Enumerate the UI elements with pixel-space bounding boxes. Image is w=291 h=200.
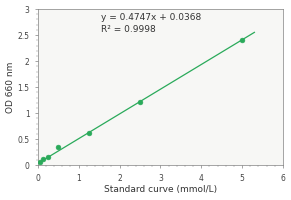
Y-axis label: OD 660 nm: OD 660 nm [6, 62, 15, 113]
Text: y = 0.4747x + 0.0368
R² = 0.9998: y = 0.4747x + 0.0368 R² = 0.9998 [101, 13, 201, 34]
Point [38, 160, 43, 163]
Point [138, 100, 142, 103]
Point [56, 146, 61, 149]
Point [86, 131, 91, 134]
Point [240, 39, 244, 42]
Point [46, 156, 50, 159]
Point [40, 157, 45, 160]
X-axis label: Standard curve (mmol/L): Standard curve (mmol/L) [104, 185, 217, 194]
